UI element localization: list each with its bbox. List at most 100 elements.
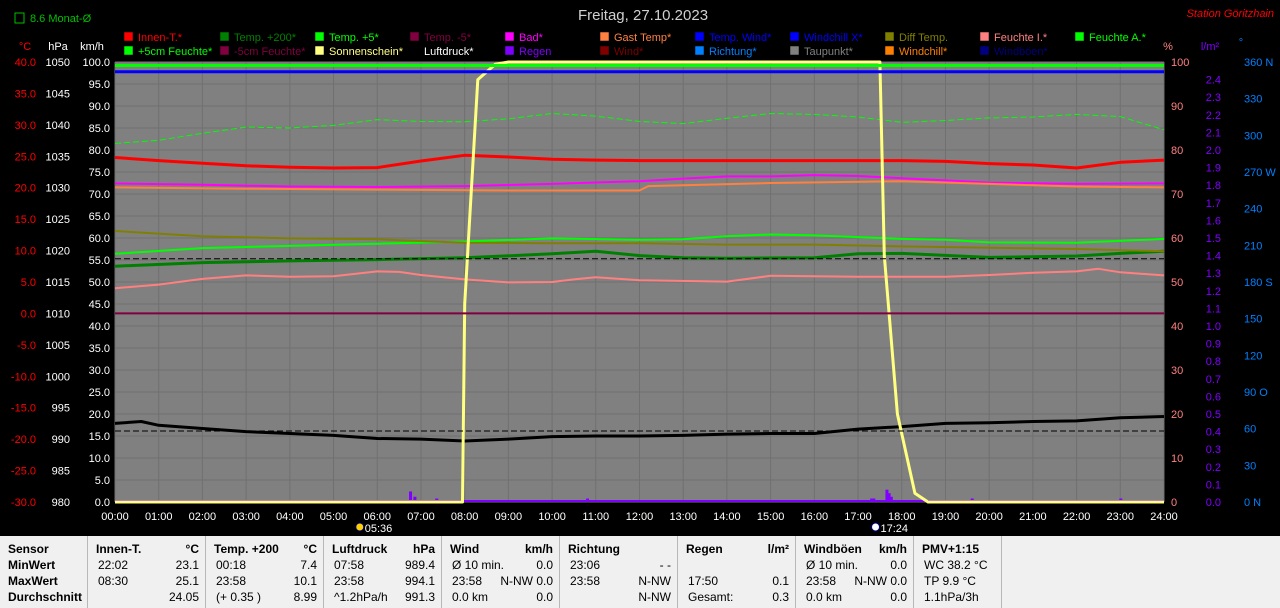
tick-rain: 0.7 [1206, 374, 1221, 386]
legend-item[interactable]: Feuchte I.* [979, 31, 1048, 44]
tick-x: 22:00 [1063, 511, 1091, 523]
stats-cell: TP 9.9 °C [924, 574, 976, 588]
sunset-time: 17:24 [881, 523, 909, 535]
tick-kmh: 10.0 [89, 453, 110, 465]
legend-item[interactable]: Diff Temp. [884, 31, 948, 44]
tick-rain: 1.7 [1206, 198, 1221, 210]
stats-cell: Luftdruck [332, 542, 388, 556]
chart-title: Freitag, 27.10.2023 [578, 7, 708, 24]
tick-rain: 0.5 [1206, 409, 1221, 421]
stats-panel: Richtung 23:06 - - 23:58 N-NW N-NW [560, 536, 678, 608]
legend-item[interactable]: Windböen* [979, 45, 1049, 58]
tick-celsius: -25.0 [11, 466, 36, 478]
legend-item[interactable]: Richtung* [694, 45, 757, 58]
tick-percent: 0 [1171, 497, 1177, 509]
stats-cell: 994.1 [404, 574, 435, 588]
legend-swatch [694, 31, 705, 42]
stats-cell: °C [185, 542, 199, 556]
legend-item[interactable]: Luftdruck* [409, 45, 474, 58]
tick-rain: 0.0 [1206, 497, 1221, 509]
stats-cell: Durchschnitt [8, 590, 83, 604]
stats-panel: Windböen km/h Ø 10 min. 0.0 23:58 N-NW 0.0 0.0… [796, 536, 914, 608]
legend-label: Bad* [519, 32, 544, 44]
stats-cell: 23:58 [216, 574, 247, 588]
legend-swatch [314, 45, 325, 56]
tick-rain: 0.6 [1206, 391, 1221, 403]
stats-cell: 17:50 [688, 574, 719, 588]
series-temp-5 [114, 233, 1165, 255]
stats-panel: Temp. +200 °C 00:18 7.4 23:58 10.1 (+ 0.35 ) 8.… [206, 536, 324, 608]
legend-item[interactable]: +5cm Feuchte* [123, 45, 213, 58]
stats-cell: Temp. +200 [214, 542, 279, 556]
stats-cell: 991.3 [404, 590, 435, 604]
stats-cell: - - [659, 558, 671, 572]
tick-x: 04:00 [276, 511, 304, 523]
tick-rain: 0.1 [1206, 479, 1221, 491]
legend-item[interactable]: Temp. Wind* [694, 31, 772, 44]
stats-cell: Sensor [8, 542, 49, 556]
axes: 40.0 35.0 30.0 25.0 20.0 15.0 10.0 5.0 0.0 -5.0 -1… [11, 57, 1276, 535]
tick-celsius: 35.0 [15, 88, 36, 100]
rain-bar [885, 489, 889, 502]
series-feuchte-a [114, 113, 1165, 144]
legend-item[interactable]: Wind* [599, 45, 644, 58]
legend-item[interactable]: Bad* [504, 31, 544, 44]
tick-kmh: 15.0 [89, 431, 110, 443]
unit-direction: ° [1239, 37, 1243, 49]
tick-dir: 360 N [1244, 57, 1273, 69]
stats-cell: 24.05 [168, 590, 199, 604]
tick-kmh: 30.0 [89, 365, 110, 377]
stats-cell: 10.1 [293, 574, 317, 588]
tick-celsius: 30.0 [15, 120, 36, 132]
stats-panel: Innen-T. °C 22:02 23.1 08:30 25.1 24.05 [88, 536, 206, 608]
legend-item[interactable]: Temp. -5* [409, 31, 472, 44]
series-layer [114, 60, 1165, 504]
tick-kmh: 55.0 [89, 255, 110, 267]
tick-kmh: 50.0 [89, 277, 110, 289]
legend-item[interactable]: Regen [504, 45, 551, 58]
legend-item[interactable]: Feuchte A.* [1074, 31, 1147, 44]
tick-kmh: 85.0 [89, 123, 110, 135]
tick-kmh: 20.0 [89, 409, 110, 421]
stats-panel: Sensor MinWert MaxWert Durchschnitt [0, 536, 88, 608]
legend-swatch [123, 45, 134, 56]
legend-label: Windböen* [994, 46, 1049, 58]
tick-kmh: 0.0 [95, 497, 110, 509]
tick-x: 13:00 [669, 511, 697, 523]
tick-kmh: 90.0 [89, 101, 110, 113]
stats-cell: 08:30 [98, 574, 129, 588]
legend-item[interactable]: Gast Temp* [599, 31, 672, 44]
sunrise-icon [355, 522, 365, 532]
legend-swatch [1074, 31, 1085, 42]
tick-percent: 100 [1171, 57, 1189, 69]
legend-item[interactable]: Taupunkt* [789, 45, 854, 58]
tick-percent: 30 [1171, 365, 1183, 377]
unit-hpa: hPa [48, 41, 68, 53]
legend-item[interactable]: Temp. +200* [219, 31, 297, 44]
tick-x: 15:00 [757, 511, 785, 523]
legend-item[interactable]: Sonnenschein* [314, 45, 404, 58]
sunset-icon [871, 522, 881, 532]
series-bad [114, 174, 1165, 188]
stats-cell: Regen [686, 542, 723, 556]
tick-percent: 50 [1171, 277, 1183, 289]
legend-swatch [123, 31, 134, 42]
tick-dir: 60 [1244, 424, 1256, 436]
month-avg-checkbox[interactable] [14, 12, 25, 24]
rain-bar [889, 496, 893, 502]
tick-hpa: 1035 [46, 151, 70, 163]
stats-cell: 0.0 [890, 558, 907, 572]
tick-celsius: -10.0 [11, 371, 36, 383]
tick-rain: 1.3 [1206, 268, 1221, 280]
tick-x: 03:00 [232, 511, 260, 523]
tick-rain: 0.2 [1206, 462, 1221, 474]
legend-label: Innen-T.* [138, 32, 183, 44]
legend-item[interactable]: Temp. +5* [314, 31, 380, 44]
legend-item[interactable]: Windchill X* [789, 31, 863, 44]
legend-label: Temp. Wind* [709, 32, 772, 44]
legend-item[interactable]: Innen-T.* [123, 31, 183, 44]
legend-item[interactable]: -5cm Feuchte* [219, 45, 306, 58]
tick-rain: 1.6 [1206, 215, 1221, 227]
legend-item[interactable]: Windchill* [884, 45, 948, 58]
tick-x: 18:00 [888, 511, 916, 523]
